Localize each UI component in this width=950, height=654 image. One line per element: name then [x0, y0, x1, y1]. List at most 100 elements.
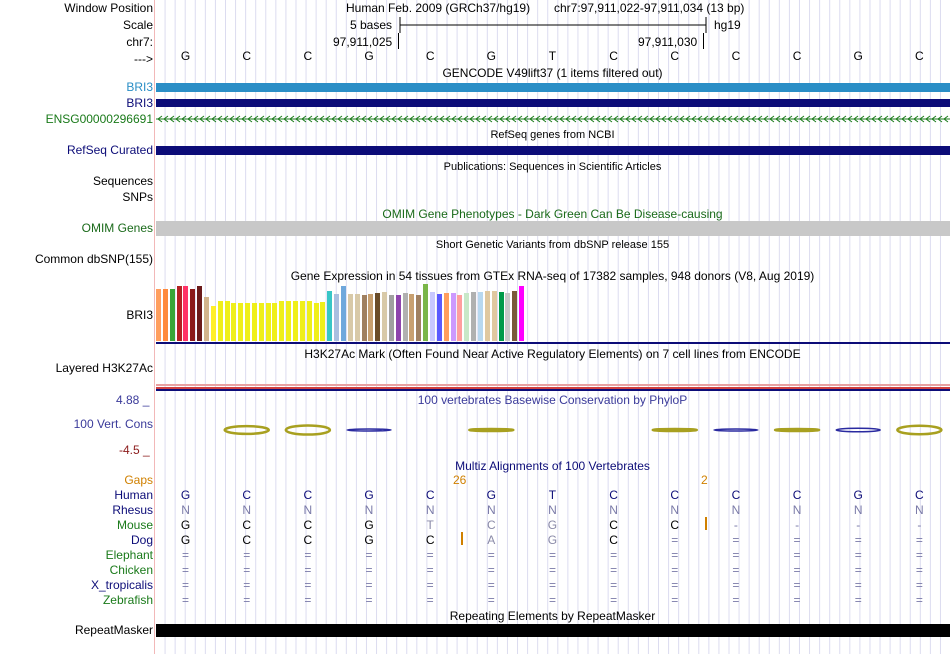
phylop-score-mark[interactable] — [835, 427, 881, 433]
gtex-tissue-bar[interactable] — [388, 295, 394, 341]
species-label-chicken[interactable]: Chicken — [109, 563, 153, 577]
species-label-dog[interactable]: Dog — [130, 533, 153, 547]
gtex-tissue-bar[interactable] — [169, 289, 175, 341]
repeatmasker-label[interactable]: RepeatMasker — [74, 623, 153, 637]
gtex-tissue-bar[interactable] — [347, 294, 353, 341]
gtex-tissue-bar[interactable] — [176, 286, 182, 341]
multiz-track-title[interactable]: Multiz Alignments of 100 Vertebrates — [455, 459, 650, 473]
gtex-tissue-bar[interactable] — [190, 289, 196, 341]
phylop-track-title[interactable]: 100 vertebrates Basewise Conservation by… — [417, 393, 688, 407]
gtex-tissue-bar[interactable] — [272, 303, 278, 341]
h3k27ac-label[interactable]: Layered H3K27Ac — [55, 361, 153, 375]
phylop-score-mark[interactable] — [468, 427, 515, 433]
gtex-tissue-bar[interactable] — [340, 286, 346, 341]
gtex-tissue-bar[interactable] — [334, 294, 340, 341]
gtex-tissue-bar[interactable] — [286, 301, 292, 341]
gtex-tissue-bar[interactable] — [238, 303, 244, 341]
gtex-track-title[interactable]: Gene Expression in 54 tissues from GTEx … — [290, 269, 815, 283]
species-label-x_tropicalis[interactable]: X_tropicalis — [90, 578, 153, 592]
gtex-tissue-bar[interactable] — [443, 293, 449, 341]
gtex-tissue-bar[interactable] — [279, 301, 285, 341]
omim-gene-bar[interactable] — [156, 221, 950, 236]
omim-genes-label[interactable]: OMIM Genes — [81, 221, 153, 235]
gtex-tissue-bar[interactable] — [491, 291, 497, 341]
h3k27ac-track-title[interactable]: H3K27Ac Mark (Often Found Near Active Re… — [304, 347, 801, 361]
omim-track-title[interactable]: OMIM Gene Phenotypes - Dark Green Can Be… — [382, 207, 723, 221]
species-label-human[interactable]: Human — [114, 488, 153, 502]
gtex-tissue-bar[interactable] — [477, 292, 483, 341]
gtex-tissue-bar[interactable] — [313, 303, 319, 341]
phylop-track-label[interactable]: 100 Vert. Cons — [73, 417, 153, 431]
phylop-score-mark[interactable] — [284, 424, 332, 436]
refseq-transcript[interactable] — [156, 146, 950, 155]
gencode-transcript-1[interactable] — [156, 83, 950, 92]
gtex-tissue-bar[interactable] — [203, 297, 209, 341]
refseq-track-title[interactable]: RefSeq genes from NCBI — [490, 129, 615, 141]
gtex-tissue-bar[interactable] — [197, 286, 203, 341]
dbsnp-track-title[interactable]: Short Genetic Variants from dbSNP releas… — [435, 239, 670, 251]
gtex-tissue-bar[interactable] — [162, 289, 168, 341]
phylop-score-mark[interactable] — [346, 428, 392, 432]
gtex-gene-label[interactable]: BRI3 — [126, 308, 153, 322]
gtex-tissue-bar[interactable] — [293, 301, 298, 341]
gtex-tissue-bar[interactable] — [519, 286, 525, 341]
gtex-tissue-bar[interactable] — [423, 284, 429, 341]
publications-track-title[interactable]: Publications: Sequences in Scientific Ar… — [443, 161, 662, 173]
species-label-elephant[interactable]: Elephant — [105, 548, 153, 562]
common-dbsnp-label[interactable]: Common dbSNP(155) — [34, 252, 153, 266]
gtex-tissue-bar[interactable] — [402, 293, 408, 341]
gtex-tissue-bar[interactable] — [484, 291, 490, 341]
gtex-tissue-bar[interactable] — [361, 295, 367, 341]
gtex-tissue-bar[interactable] — [375, 293, 381, 341]
gencode-row-label-3[interactable]: ENSG00000296691 — [45, 112, 153, 126]
repeatmasker-element[interactable] — [156, 624, 950, 637]
gtex-tissue-bar[interactable] — [382, 292, 388, 341]
ensg-transcript-chevrons[interactable] — [156, 113, 950, 125]
phylop-score-mark[interactable] — [223, 424, 270, 436]
gtex-tissue-bar[interactable] — [265, 303, 271, 341]
repeatmasker-track-title[interactable]: Repeating Elements by RepeatMasker — [449, 609, 656, 623]
gencode-transcript-2[interactable] — [156, 99, 950, 107]
gtex-tissue-bar[interactable] — [436, 294, 442, 341]
phylop-score-mark[interactable] — [896, 424, 943, 436]
species-label-zebrafish[interactable]: Zebrafish — [102, 593, 153, 607]
gencode-track-title[interactable]: GENCODE V49lift37 (1 items filtered out) — [442, 66, 663, 80]
gtex-tissue-bar[interactable] — [416, 295, 422, 341]
gtex-tissue-bar[interactable] — [245, 303, 251, 341]
gtex-tissue-bar[interactable] — [430, 292, 435, 341]
pubs-snps-label[interactable]: SNPs — [122, 190, 153, 204]
refseq-curated-label[interactable]: RefSeq Curated — [66, 143, 153, 157]
gtex-tissue-bar[interactable] — [251, 303, 257, 341]
gtex-tissue-bar[interactable] — [183, 286, 189, 341]
gtex-tissue-bar[interactable] — [320, 302, 326, 341]
gtex-tissue-bar[interactable] — [156, 289, 161, 341]
gtex-tissue-bar[interactable] — [224, 301, 230, 341]
position-range[interactable]: chr7:97,911,022-97,911,034 (13 bp) — [554, 1, 745, 15]
gtex-tissue-bar[interactable] — [210, 306, 216, 341]
gtex-tissue-bar[interactable] — [368, 294, 374, 341]
gtex-tissue-bar[interactable] — [395, 295, 401, 341]
gtex-tissue-bar[interactable] — [505, 293, 511, 341]
gtex-tissue-bar[interactable] — [409, 294, 415, 341]
gencode-row-label-1[interactable]: BRI3 — [126, 80, 153, 94]
species-label-mouse[interactable]: Mouse — [116, 518, 153, 532]
gtex-tissue-bar[interactable] — [258, 303, 264, 341]
gtex-tissue-bar[interactable] — [464, 293, 470, 341]
gtex-tissue-bar[interactable] — [306, 301, 312, 341]
gtex-tissue-bar[interactable] — [471, 292, 477, 341]
species-label-rhesus[interactable]: Rhesus — [112, 503, 153, 517]
gtex-tissue-bar[interactable] — [450, 293, 456, 341]
gtex-tissue-bar[interactable] — [354, 294, 360, 341]
gtex-tissue-bar[interactable] — [231, 303, 237, 341]
phylop-score-mark[interactable] — [713, 428, 759, 432]
gap-mark-2[interactable]: 2 — [701, 473, 708, 487]
gencode-row-label-2[interactable]: BRI3 — [126, 96, 153, 110]
gtex-tissue-bar[interactable] — [457, 295, 463, 341]
gtex-tissue-bar[interactable] — [217, 301, 223, 341]
phylop-score-mark[interactable] — [773, 427, 821, 433]
gtex-tissue-bar[interactable] — [498, 292, 504, 341]
gap-mark-26[interactable]: 26 — [453, 473, 467, 487]
gtex-tissue-bar[interactable] — [512, 291, 518, 341]
gtex-tissue-bar[interactable] — [327, 291, 333, 341]
phylop-conservation-plot[interactable] — [156, 400, 950, 460]
